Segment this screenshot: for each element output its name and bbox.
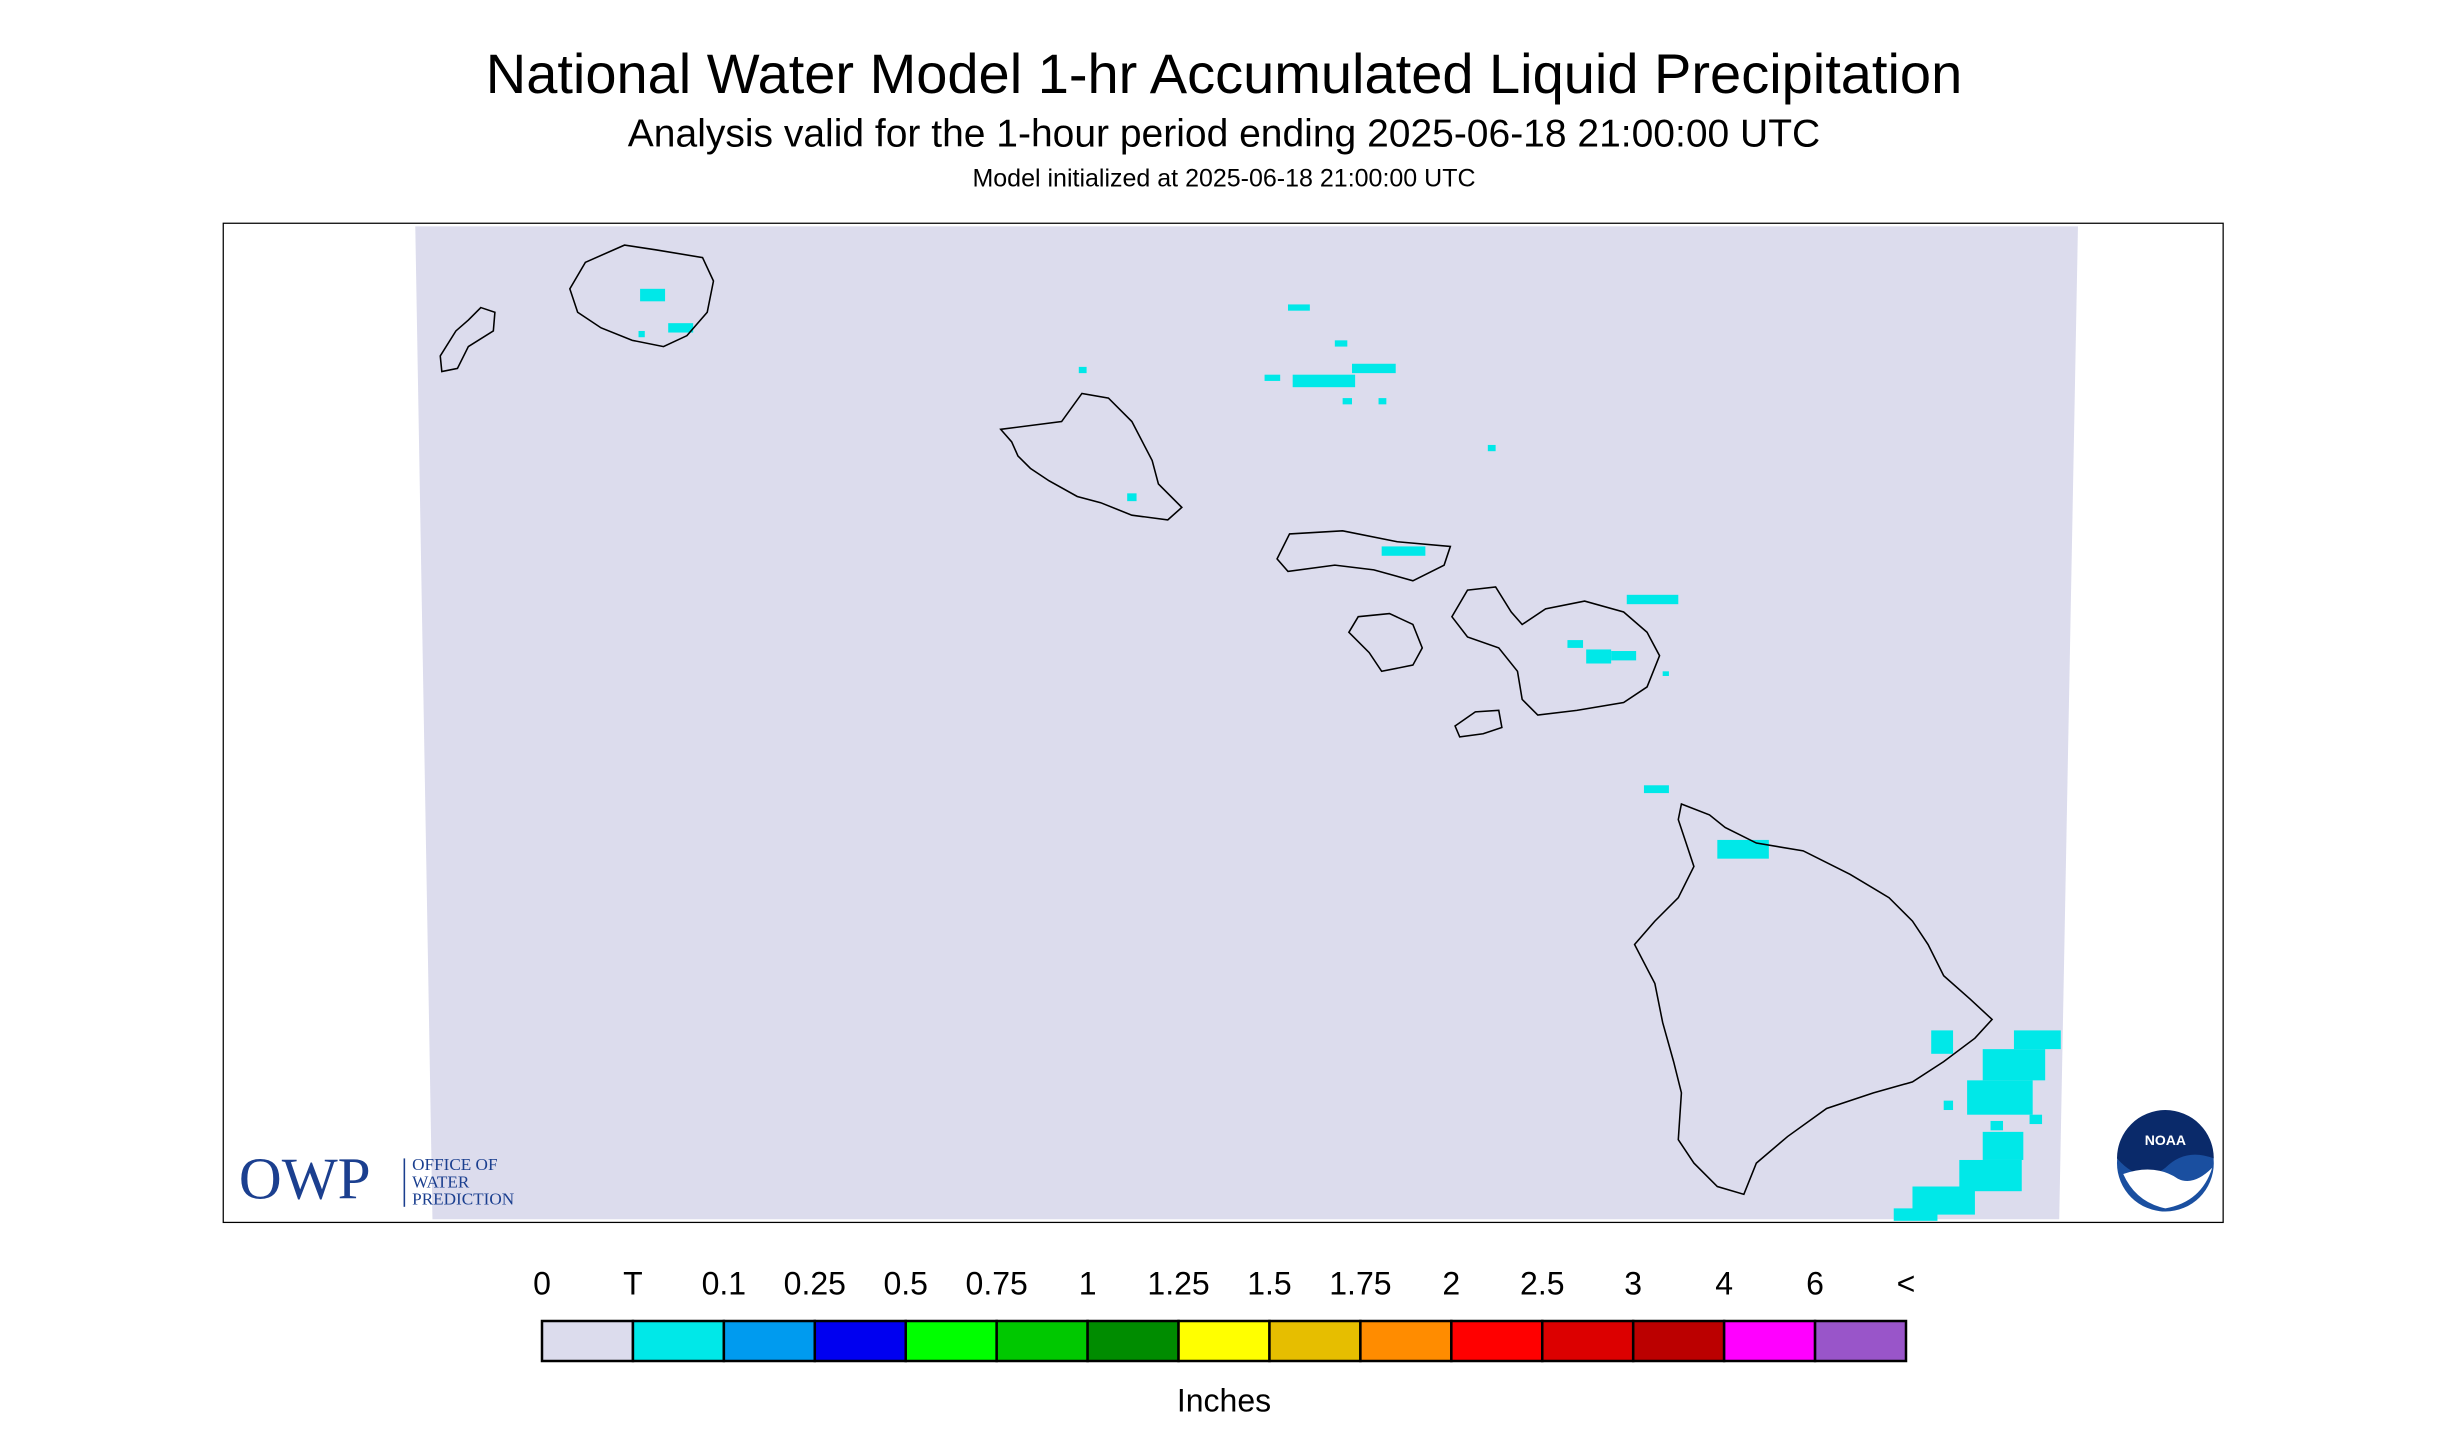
legend-swatch [1177, 1319, 1271, 1363]
legend-label: 6 [1806, 1265, 1824, 1301]
owp-office: PREDICTION [412, 1190, 514, 1209]
legend-label: 1.5 [1247, 1265, 1291, 1301]
legend-swatch [540, 1319, 635, 1363]
legend-label: 1 [1079, 1265, 1097, 1301]
legend-label: 1.25 [1147, 1265, 1209, 1301]
precip-patches [638, 288, 2061, 1221]
owp-office: WATER [412, 1172, 470, 1191]
maui [1450, 586, 1661, 716]
legend-label: < [1897, 1265, 1916, 1301]
legend-label: 0.75 [966, 1265, 1028, 1301]
legend-label: 3 [1624, 1265, 1642, 1301]
legend-swatch [1086, 1319, 1180, 1363]
legend-swatch [904, 1319, 998, 1363]
subtitle: Analysis valid for the 1-hour period end… [628, 112, 1820, 155]
island-outlines [439, 244, 1994, 1196]
noaa-text: NOAA [2145, 1132, 2186, 1148]
init-text: Model initialized at 2025-06-18 21:00:00… [972, 165, 1475, 193]
legend-swatch [1722, 1319, 1817, 1363]
legend-swatch [722, 1319, 817, 1363]
legend-label: 0 [533, 1265, 551, 1301]
legend-swatch [631, 1319, 726, 1363]
hawaii-island [1633, 802, 1994, 1196]
legend-swatch [1631, 1319, 1726, 1363]
model-domain [415, 226, 2078, 1220]
legend-swatch [1813, 1319, 1908, 1363]
molokai [1276, 530, 1452, 582]
map: OWP OFFICE OF WATER PREDICTION NOAA [222, 222, 2224, 1224]
niihau [439, 306, 496, 373]
legend-swatch [995, 1319, 1089, 1363]
legend: 0 T 0.1 0.25 0.5 0.75 1 1.25 1.5 1.75 2 2.5 3 4 6 < [533, 1265, 1916, 1363]
owp-office: OFFICE OF [412, 1155, 497, 1174]
owp-mark: OWP [239, 1146, 371, 1212]
noaa-logo: NOAA [2116, 1110, 2214, 1212]
legend-swatch [1541, 1319, 1635, 1363]
lanai [1347, 612, 1424, 673]
kahoolawe [1454, 709, 1503, 738]
oahu [999, 392, 1183, 521]
legend-label: 0.5 [883, 1265, 927, 1301]
kauai [568, 244, 715, 348]
legend-swatch [1450, 1319, 1544, 1363]
legend-label: 2.5 [1520, 1265, 1564, 1301]
legend-label: 1.75 [1329, 1265, 1391, 1301]
legend-label: 0.25 [784, 1265, 846, 1301]
legend-unit: Inches [1177, 1382, 1271, 1418]
legend-swatch [1268, 1319, 1362, 1363]
legend-label: T [623, 1265, 643, 1301]
title: National Water Model 1-hr Accumulated Li… [486, 42, 1962, 105]
legend-swatch [1359, 1319, 1453, 1363]
legend-swatch [813, 1319, 907, 1363]
legend-label: 2 [1442, 1265, 1460, 1301]
legend-label: 4 [1715, 1265, 1733, 1301]
legend-label: 0.1 [702, 1265, 746, 1301]
owp-logo: OWP OFFICE OF WATER PREDICTION [239, 1146, 514, 1212]
